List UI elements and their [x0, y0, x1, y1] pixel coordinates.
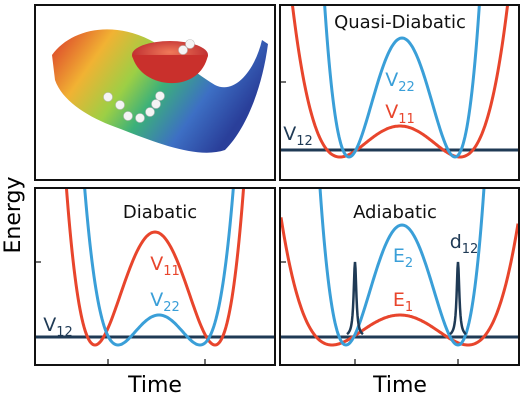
label-base: V	[43, 314, 56, 336]
x-axis-label: Time	[372, 373, 427, 398]
curve-label: V22	[385, 69, 415, 95]
label-base: d	[450, 231, 462, 253]
label-subscript: 12	[56, 325, 73, 340]
curve-label: V12	[43, 314, 73, 340]
x-axis-label: Time	[127, 373, 182, 398]
label-base: V	[150, 253, 163, 275]
label-subscript: 22	[163, 300, 180, 315]
label-subscript: 12	[462, 242, 479, 257]
label-base: V	[150, 289, 163, 311]
label-subscript: 2	[405, 256, 413, 271]
curve-label: E2	[393, 245, 413, 271]
v22-curve	[83, 189, 235, 347]
label-base: V	[385, 101, 398, 123]
curves	[36, 6, 518, 347]
e2-curve	[318, 189, 486, 347]
label-subscript: 22	[398, 80, 415, 95]
y-axis-label: Energy	[1, 176, 26, 253]
curve-label: d12	[450, 231, 479, 257]
label-subscript: 11	[163, 264, 180, 279]
v22-curve	[323, 6, 481, 159]
panel-title: Diabatic	[123, 202, 197, 223]
curve-label: V12	[283, 123, 313, 149]
coupling-peak	[346, 261, 364, 336]
label-base: V	[385, 69, 398, 91]
label-base: E	[393, 289, 405, 311]
ticks	[35, 81, 459, 365]
panel-title: Adiabatic	[353, 202, 437, 223]
v11-curve	[65, 189, 245, 347]
panel-title: Quasi-Diabatic	[334, 12, 466, 33]
curve-label: E1	[393, 289, 413, 315]
label-subscript: 12	[296, 134, 313, 149]
label-base: V	[283, 123, 296, 145]
curve-label: V22	[150, 289, 180, 315]
label-subscript: 1	[405, 300, 413, 315]
curve-label: V11	[150, 253, 180, 279]
curve-label: V11	[385, 101, 415, 127]
label-subscript: 11	[398, 112, 415, 127]
potential-surface	[52, 29, 268, 153]
v11-curve	[291, 6, 509, 159]
label-base: E	[393, 245, 405, 267]
e1-curve	[281, 217, 518, 347]
coupling-peak	[449, 261, 467, 336]
